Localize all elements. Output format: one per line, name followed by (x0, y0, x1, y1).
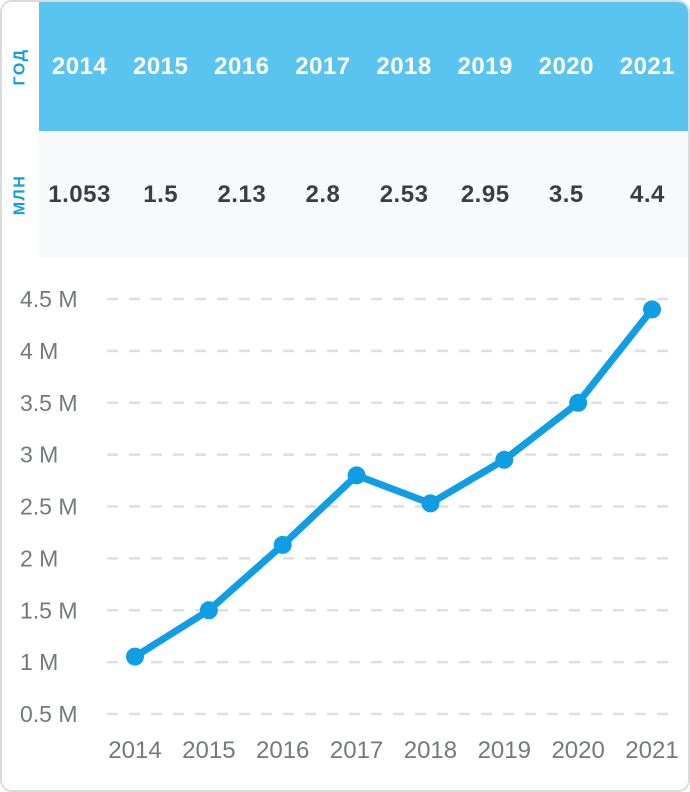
x-axis-label: 2014 (108, 737, 161, 764)
x-axis-label: 2019 (478, 737, 531, 764)
year-cell: 2019 (457, 52, 513, 80)
line-chart: 0.5 M 1 M 1.5 M 2 M 2.5 M 3 M 3.5 M 4 M 4.5 M 201… (2, 258, 688, 790)
year-cell: 2021 (619, 52, 676, 80)
mln-row-label: МЛН (11, 174, 29, 215)
x-axis-label: 2017 (330, 737, 383, 764)
y-axis-label: 4 M (20, 338, 58, 364)
y-axis-label: 0.5 M (20, 701, 78, 727)
mln-value-cell: 2.95 (460, 180, 510, 208)
y-axis-label: 1.5 M (20, 597, 78, 623)
year-cell: 2020 (538, 52, 594, 80)
mln-value-cell: 1.5 (143, 180, 179, 208)
y-axis-label: 4.5 M (20, 286, 78, 312)
mln-value-cell: 2.53 (379, 180, 429, 208)
y-axis-label: 1 M (20, 649, 58, 675)
mln-value-cell: 1.053 (48, 180, 111, 208)
chart-svg: 0.5 M 1 M 1.5 M 2 M 2.5 M 3 M 3.5 M 4 M 4.5 M 201… (20, 286, 679, 764)
year-cell: 2017 (295, 52, 351, 80)
year-row: ГОД 2014 2015 2016 2017 2018 2019 2020 2021 (2, 2, 688, 131)
year-cell: 2015 (132, 52, 189, 80)
mln-cells: 1.053 1.5 2.13 2.8 2.53 2.95 3.5 4.4 (39, 131, 688, 258)
mln-value-cell: 3.5 (548, 180, 584, 208)
year-cells: 2014 2015 2016 2017 2018 2019 2020 2021 (39, 2, 688, 131)
data-point (495, 450, 514, 469)
mln-value-cell: 4.4 (630, 180, 665, 208)
x-axis-label: 2016 (256, 737, 309, 764)
y-axis-label: 2 M (20, 545, 58, 571)
data-point (642, 300, 661, 319)
data-point (421, 494, 440, 513)
mln-row-header: МЛН (2, 131, 39, 258)
data-point (199, 601, 218, 620)
year-row-label: ГОД (11, 48, 29, 85)
y-axis-label: 3.5 M (20, 390, 78, 416)
mln-row: МЛН 1.053 1.5 2.13 2.8 2.53 2.95 3.5 4.4 (2, 131, 688, 258)
x-axis-label: 2018 (404, 737, 457, 764)
data-point (347, 466, 366, 485)
mln-value-cell: 2.13 (217, 180, 267, 208)
mln-value-cell: 2.8 (305, 180, 341, 208)
data-point (273, 535, 292, 554)
year-cell: 2014 (51, 52, 108, 80)
data-point (569, 393, 588, 412)
y-axis-label: 2.5 M (20, 494, 78, 520)
data-point (126, 647, 144, 666)
x-axis-label: 2021 (625, 737, 678, 764)
data-line (131, 305, 656, 661)
x-axis-label: 2020 (551, 737, 604, 764)
x-axis-label: 2015 (182, 737, 235, 764)
year-cell: 2018 (376, 52, 432, 80)
y-axis-label: 3 M (20, 442, 58, 468)
year-cell: 2016 (214, 52, 270, 80)
year-row-header: ГОД (2, 2, 39, 131)
